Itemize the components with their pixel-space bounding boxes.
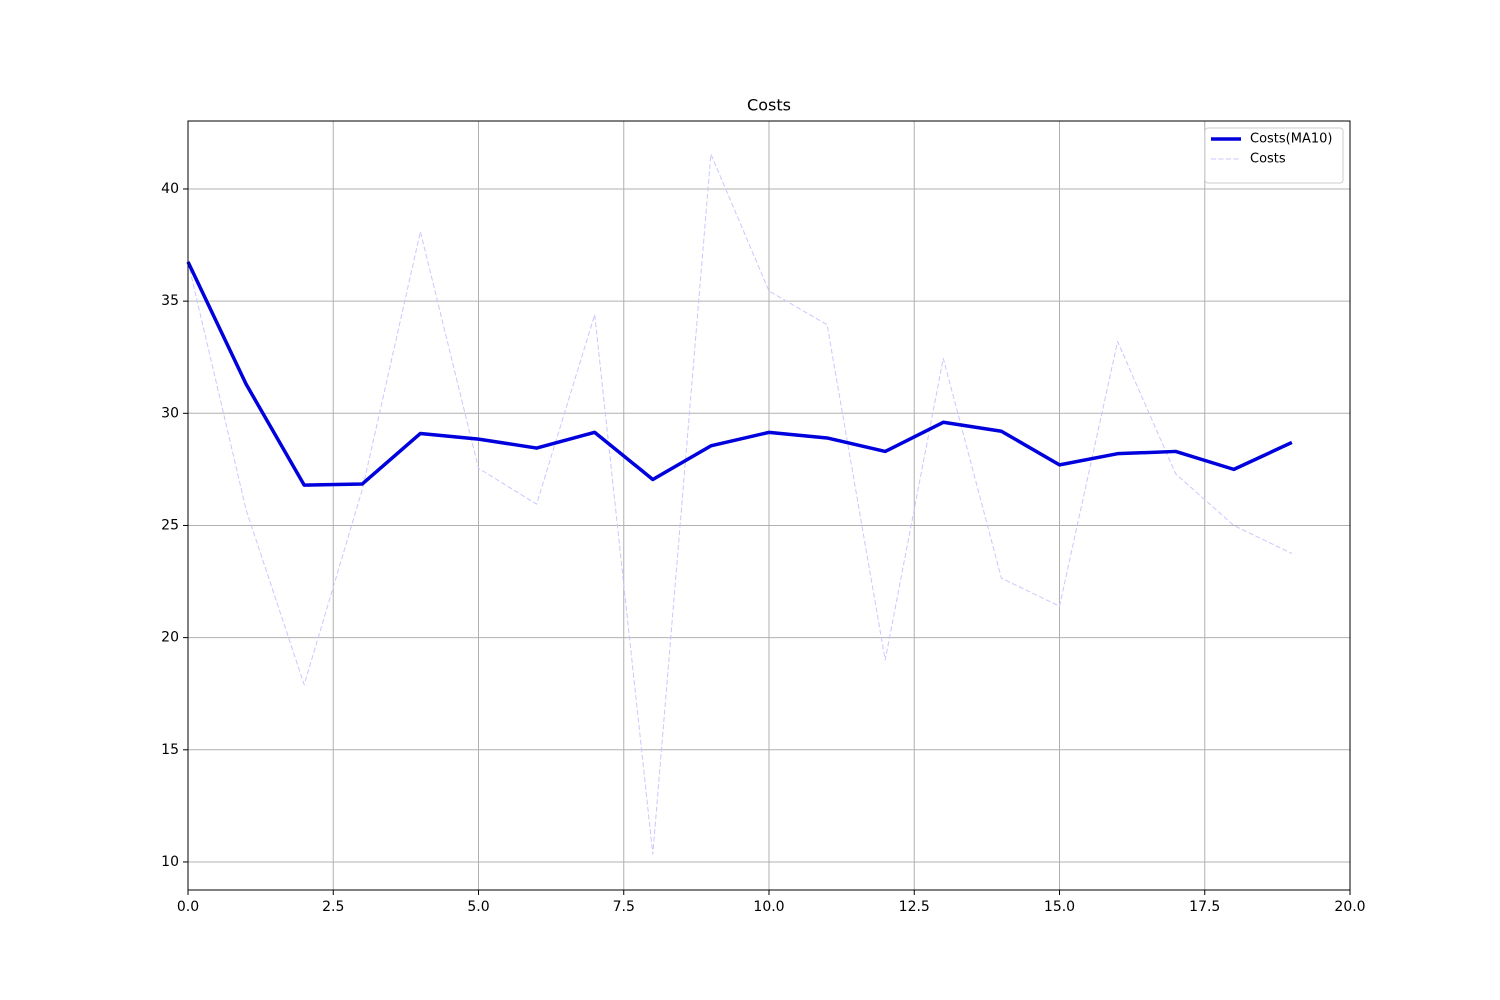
plot-frame <box>187 120 1351 891</box>
x-tick-label: 2.5 <box>322 899 344 915</box>
y-tick-label: 25 <box>161 517 179 533</box>
series-line <box>187 153 1293 855</box>
x-tick-label: 12.5 <box>899 899 930 915</box>
y-tick-label: 40 <box>161 181 179 197</box>
y-tick-label: 35 <box>161 293 179 309</box>
x-tick-label: 20.0 <box>1334 899 1365 915</box>
legend-label: Costs(MA10) <box>1250 132 1332 147</box>
legend-label: Costs <box>1250 152 1286 167</box>
y-tick-label: 15 <box>161 742 179 758</box>
x-tick-label: 0.0 <box>177 899 199 915</box>
x-tick-label: 5.0 <box>467 899 489 915</box>
x-tick-label: 10.0 <box>753 899 784 915</box>
chart-title: Costs <box>747 96 791 115</box>
series-line <box>186 261 1293 487</box>
x-tick-label: 7.5 <box>613 899 635 915</box>
x-tick-label: 17.5 <box>1189 899 1220 915</box>
y-tick-label: 10 <box>161 854 179 870</box>
x-tick-label: 15.0 <box>1044 899 1075 915</box>
y-tick-label: 20 <box>161 630 179 646</box>
legend-box <box>1204 127 1344 184</box>
y-tick-label: 30 <box>161 405 179 421</box>
